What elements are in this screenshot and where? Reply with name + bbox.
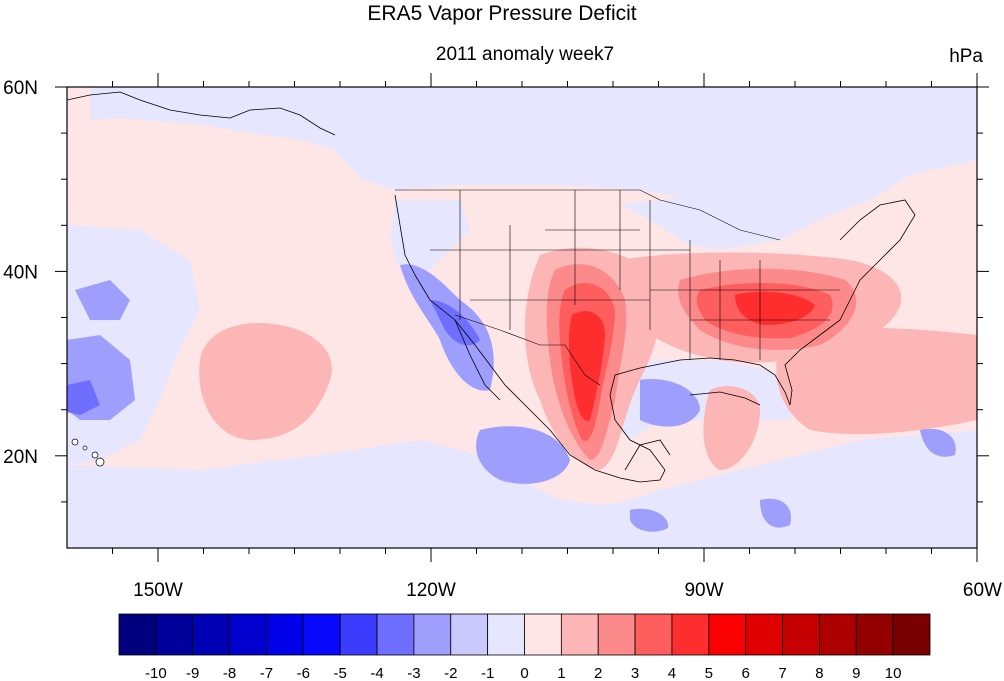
- colorbar-label: -1: [481, 665, 494, 681]
- colorbar-label: 9: [852, 665, 860, 681]
- colorbar-label: -4: [370, 665, 383, 681]
- colorbar-swatch: [524, 613, 562, 656]
- colorbar-swatch: [450, 613, 489, 656]
- state-borders: [395, 189, 840, 386]
- texas-red-5: [569, 311, 605, 421]
- colorbar-label: -3: [407, 665, 420, 681]
- california-blue-core: [430, 300, 480, 346]
- pacific-red-blob: [199, 323, 332, 440]
- colorbar-label: 7: [778, 665, 786, 681]
- colorbar-label: -6: [297, 665, 310, 681]
- colorbar-label: -8: [223, 665, 236, 681]
- colorbar-swatch: [302, 613, 341, 656]
- colorbar-swatch: [339, 613, 378, 656]
- x-tick-label: 150W: [133, 580, 183, 601]
- carolinas-red-5: [735, 291, 815, 325]
- colorbar-label: -9: [186, 665, 199, 681]
- colorbar-label: -10: [145, 665, 167, 681]
- chart-title: ERA5 Vapor Pressure Deficit: [367, 2, 636, 25]
- chart-subtitle: 2011 anomaly week7: [436, 44, 614, 65]
- colorbar-label: -5: [334, 665, 347, 681]
- units-label: hPa: [949, 46, 983, 67]
- colorbar-label: -2: [444, 665, 457, 681]
- us-west-blue: [390, 200, 470, 280]
- cuba-coast: [689, 391, 761, 406]
- us-canada-border: [395, 189, 781, 241]
- colorbar-label: -7: [260, 665, 273, 681]
- anomaly-minus1-areas: [67, 87, 977, 548]
- y-tick-label: 20N: [3, 447, 38, 468]
- colorbar-swatch: [855, 613, 894, 656]
- hawaii-west-core: [67, 380, 100, 415]
- coastlines: [67, 91, 916, 483]
- colorbar-label: 10: [885, 665, 902, 681]
- colorbar-swatch: [597, 613, 636, 656]
- colorbar-swatch: [708, 613, 747, 656]
- mexico-pacific-blue: [476, 426, 570, 484]
- north-america-coast: [394, 194, 916, 483]
- canada-blue: [620, 87, 977, 250]
- map-field: [67, 87, 977, 548]
- colorbar-swatch: [671, 613, 710, 656]
- caribbean-red: [703, 386, 760, 470]
- colorbar-label: 2: [594, 665, 602, 681]
- tropical-pacific-blue: [67, 430, 977, 548]
- colorbar-label: 4: [668, 665, 676, 681]
- gulf-center-blue: [640, 379, 700, 427]
- north-pacific-blue: [90, 87, 745, 200]
- east-atlantic-blue: [920, 428, 956, 457]
- y-tick-label: 40N: [3, 262, 38, 283]
- x-tick-label: 60W: [963, 580, 1002, 601]
- baja-coast: [454, 319, 501, 401]
- colorbar-label: 8: [815, 665, 823, 681]
- colorbar-swatch: [782, 613, 820, 656]
- anomaly-minus3-areas: [67, 300, 480, 415]
- colorbar-swatch: [819, 613, 857, 656]
- colorbar-label: 6: [742, 665, 750, 681]
- anomaly-plus5-areas: [569, 291, 815, 421]
- us-mexico-border: [454, 314, 601, 386]
- colorbar-swatch: [118, 613, 157, 656]
- caribbean-blue: [760, 498, 791, 528]
- colorbar-swatch: [487, 613, 525, 656]
- y-tick-label: 60N: [3, 78, 38, 99]
- colorbar: -10 -9 -8 -7 -6 -5 -4 -3 -2 -1 0 1 2 3 4 5 6 7 8 9 10: [118, 613, 931, 681]
- colorbar-label: 3: [631, 665, 639, 681]
- colorbar-swatch: [192, 613, 230, 656]
- yucatan-coast: [624, 439, 671, 471]
- x-axis: 150W 120W 90W 60W: [112, 73, 1002, 601]
- colorbar-swatch: [229, 613, 267, 656]
- colorbar-swatch: [634, 613, 673, 656]
- colorbar-swatch: [155, 613, 194, 656]
- colorbar-swatch: [413, 613, 452, 656]
- colorbar-label: 0: [520, 665, 528, 681]
- alaska-coast: [67, 91, 336, 136]
- colorbar-swatch: [560, 613, 599, 656]
- state-grid-1: [430, 190, 840, 360]
- x-tick-label: 120W: [406, 580, 456, 601]
- hawaii-west-blue-2: [75, 280, 130, 320]
- colorbar-swatch: [376, 613, 415, 656]
- x-tick-label: 90W: [684, 580, 723, 601]
- colorbar-swatch: [266, 613, 304, 656]
- colorbar-swatch: [892, 613, 931, 656]
- y-axis: 60N 40N 20N: [3, 78, 989, 503]
- atlantic-red: [776, 328, 977, 435]
- colorbar-swatch: [745, 613, 783, 656]
- hawaii-islands: [71, 438, 105, 467]
- central-america-blue: [630, 508, 669, 532]
- colorbar-label: 5: [705, 665, 713, 681]
- colorbar-label: 1: [557, 665, 565, 681]
